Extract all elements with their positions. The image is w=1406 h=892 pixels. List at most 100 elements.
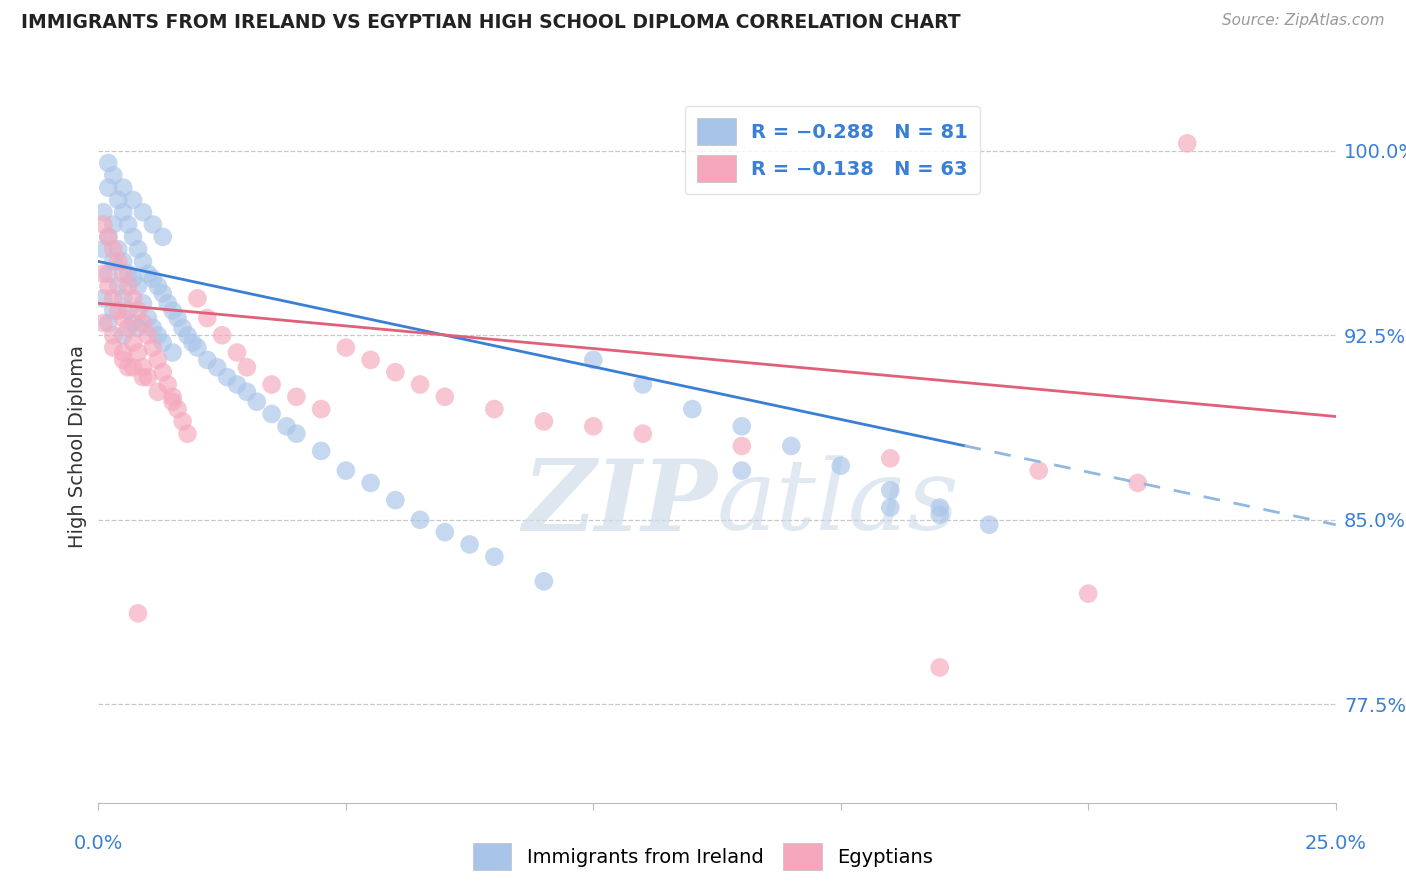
Point <box>97 316 120 330</box>
Point <box>246 394 269 409</box>
Point <box>1126 475 1149 490</box>
Point <box>107 279 129 293</box>
Point <box>928 508 950 522</box>
Point <box>142 218 165 232</box>
Point <box>142 271 165 285</box>
Point <box>582 352 605 367</box>
Point <box>93 291 115 305</box>
Point <box>93 242 115 256</box>
Point <box>226 377 249 392</box>
Point <box>107 193 129 207</box>
Point <box>132 205 155 219</box>
Point <box>166 402 188 417</box>
Point <box>142 321 165 335</box>
Point <box>979 517 1001 532</box>
Point <box>236 384 259 399</box>
Point <box>156 377 179 392</box>
Point <box>1175 136 1198 151</box>
Point <box>195 311 218 326</box>
Point <box>1028 464 1050 478</box>
Point <box>176 328 198 343</box>
Point <box>195 352 218 367</box>
Point <box>928 660 950 674</box>
Point <box>433 525 456 540</box>
Point <box>112 267 135 281</box>
Point <box>156 296 179 310</box>
Point <box>117 267 139 281</box>
Point <box>132 316 155 330</box>
Point <box>879 451 901 466</box>
Point <box>107 242 129 256</box>
Point <box>186 341 208 355</box>
Point <box>484 402 506 417</box>
Point <box>928 500 950 515</box>
Point <box>136 311 159 326</box>
Point <box>117 218 139 232</box>
Point <box>162 345 184 359</box>
Point <box>117 303 139 318</box>
Y-axis label: High School Diploma: High School Diploma <box>69 344 87 548</box>
Point <box>152 230 174 244</box>
Text: ZIP: ZIP <box>522 455 717 551</box>
Point <box>132 296 155 310</box>
Point <box>97 267 120 281</box>
Point <box>166 311 188 326</box>
Point <box>335 341 357 355</box>
Point <box>152 365 174 379</box>
Point <box>335 464 357 478</box>
Point <box>112 328 135 343</box>
Text: 25.0%: 25.0% <box>1305 834 1367 853</box>
Point <box>127 279 149 293</box>
Point <box>731 464 754 478</box>
Point <box>582 419 605 434</box>
Point <box>132 360 155 375</box>
Point <box>830 458 852 473</box>
Point <box>162 390 184 404</box>
Point <box>631 377 654 392</box>
Point <box>276 419 298 434</box>
Point <box>103 242 125 256</box>
Point <box>152 286 174 301</box>
Point <box>112 291 135 305</box>
Point <box>103 218 125 232</box>
Point <box>122 291 145 305</box>
Point <box>181 335 204 350</box>
Point <box>97 230 120 244</box>
Point <box>93 205 115 219</box>
Point <box>122 335 145 350</box>
Point <box>211 328 233 343</box>
Point <box>384 493 406 508</box>
Point <box>533 574 555 589</box>
Text: atlas: atlas <box>717 456 960 550</box>
Point <box>117 279 139 293</box>
Point <box>217 370 239 384</box>
Point <box>186 291 208 305</box>
Point <box>433 390 456 404</box>
Point <box>384 365 406 379</box>
Point <box>103 328 125 343</box>
Point <box>484 549 506 564</box>
Point <box>176 426 198 441</box>
Point <box>146 352 169 367</box>
Point <box>780 439 803 453</box>
Point <box>236 360 259 375</box>
Text: 0.0%: 0.0% <box>73 834 124 853</box>
Point <box>97 230 120 244</box>
Point <box>162 394 184 409</box>
Point <box>93 316 115 330</box>
Point <box>142 341 165 355</box>
Point <box>136 370 159 384</box>
Point <box>360 475 382 490</box>
Point <box>1077 587 1099 601</box>
Point <box>631 426 654 441</box>
Text: IMMIGRANTS FROM IRELAND VS EGYPTIAN HIGH SCHOOL DIPLOMA CORRELATION CHART: IMMIGRANTS FROM IRELAND VS EGYPTIAN HIGH… <box>21 13 960 32</box>
Point <box>103 291 125 305</box>
Point <box>127 303 149 318</box>
Point <box>360 352 382 367</box>
Point <box>112 345 135 359</box>
Point <box>136 328 159 343</box>
Point <box>879 500 901 515</box>
Point <box>172 321 194 335</box>
Point <box>409 513 432 527</box>
Point <box>136 267 159 281</box>
